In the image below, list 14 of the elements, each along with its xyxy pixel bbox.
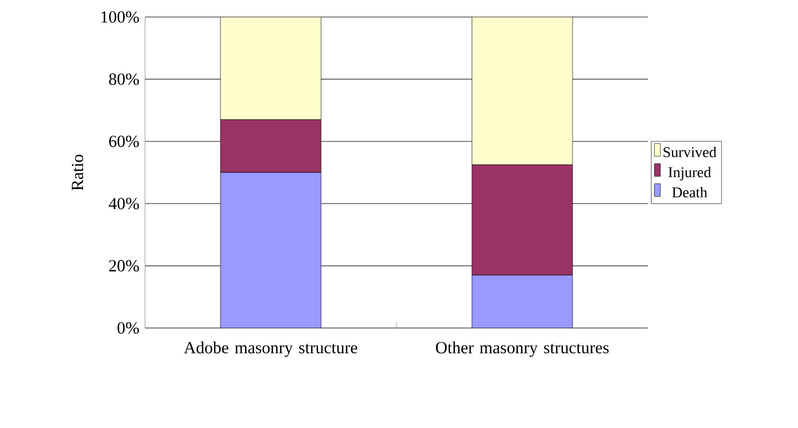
bar (220, 172, 322, 328)
y-tick-label: 80% (109, 73, 139, 85)
x-tick-label: Adobe masonry structure (184, 341, 358, 357)
y-axis-title: Ratio (72, 154, 84, 190)
legend-label: Survived (664, 146, 716, 158)
y-tick-label: 0% (118, 322, 139, 334)
bar (472, 274, 573, 328)
y-tick-label: 40% (108, 198, 139, 210)
y-tick-label: 20% (109, 260, 139, 272)
legend-label: Injured (668, 166, 711, 180)
legend-label: Death (672, 186, 708, 198)
y-tick-label: 60% (109, 136, 139, 148)
y-tick-label: 100% (101, 11, 139, 23)
x-tick-label: Other masonry structures (436, 341, 609, 357)
